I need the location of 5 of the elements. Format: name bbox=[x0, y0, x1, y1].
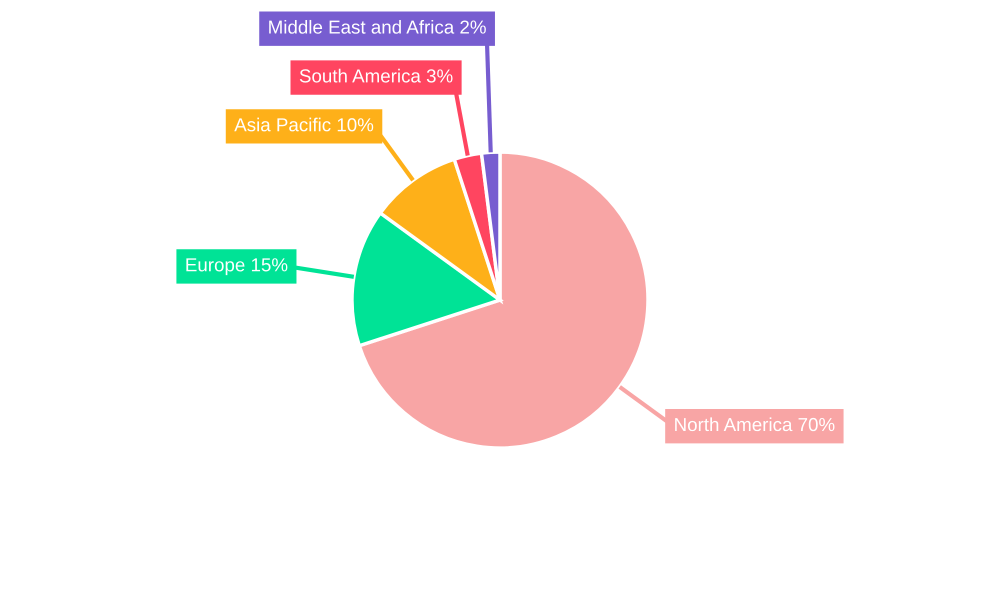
slice-label: Asia Pacific 10% bbox=[234, 118, 374, 132]
slice-label: Europe 15% bbox=[186, 258, 288, 276]
slice-label: Middle East and Africa 2% bbox=[269, 20, 486, 34]
slice-label: South America 3% bbox=[300, 68, 453, 83]
slice-label: North America 70% bbox=[675, 417, 834, 432]
